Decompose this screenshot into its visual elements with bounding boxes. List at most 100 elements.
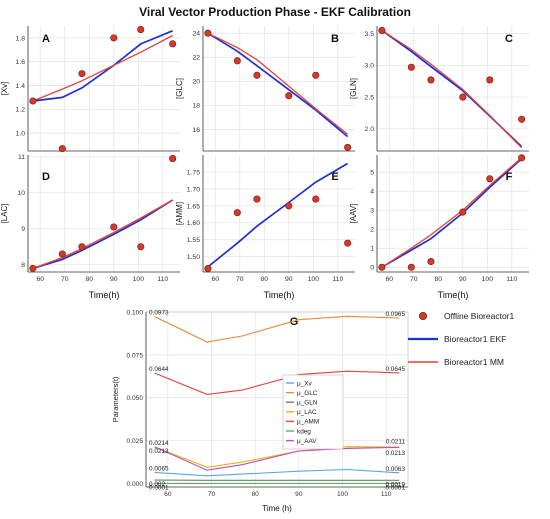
y-tick-label: 0.025 xyxy=(126,438,143,445)
y-tick-label: 0.000 xyxy=(126,481,143,488)
series-end-value: 0.0211 xyxy=(386,438,406,445)
offline-data-point xyxy=(459,93,467,101)
y-tick-label: 18 xyxy=(192,103,200,110)
offline-data-point xyxy=(233,57,241,65)
x-tick-label: 100 xyxy=(337,491,348,498)
x-tick-label: 90 xyxy=(285,276,293,283)
inner-legend-label: μ_GLC xyxy=(297,390,318,397)
y-tick-label: 0.100 xyxy=(126,309,143,316)
plot-area xyxy=(28,155,180,272)
offline-data-point xyxy=(253,71,261,79)
panel-label: A xyxy=(42,33,50,45)
y-axis-label: [Xv] xyxy=(0,82,9,96)
series-end-value: 0.0019 xyxy=(385,481,405,488)
y-tick-label: 2.5 xyxy=(365,94,375,101)
series-end-value: 0.0063 xyxy=(385,466,405,473)
y-axis-label: [GLC] xyxy=(175,78,184,99)
x-tick-label: 80 xyxy=(251,491,259,498)
offline-data-point xyxy=(486,76,494,84)
series-start-value: 0.0065 xyxy=(149,465,169,472)
x-tick-label: 90 xyxy=(459,276,467,283)
x-tick-label: 80 xyxy=(261,276,269,283)
series-line--aav xyxy=(154,446,400,471)
x-tick-label: 60 xyxy=(164,491,172,498)
x-axis-label: Time(h) xyxy=(438,290,469,300)
offline-data-point xyxy=(29,264,37,272)
series-line--xv xyxy=(154,468,400,477)
x-tick-label: 70 xyxy=(410,276,418,283)
y-tick-label: 1.4 xyxy=(16,83,26,90)
x-tick-label: 60 xyxy=(385,276,393,283)
offline-data-point xyxy=(110,223,118,231)
inner-legend-label: kdeg xyxy=(297,428,311,435)
x-tick-label: 90 xyxy=(295,491,303,498)
series-line-bioreactor1-ekf xyxy=(32,30,173,102)
plot-area xyxy=(146,312,408,487)
legend-mm-label: Bioreactor1 MM xyxy=(444,357,504,367)
series-line-bioreactor1-ekf xyxy=(32,199,174,270)
x-axis-label: Time(h) xyxy=(264,290,295,300)
y-tick-label: 22 xyxy=(192,55,200,62)
y-axis-label: [AMM] xyxy=(175,202,184,225)
x-tick-label: 90 xyxy=(110,276,118,283)
y-tick-label: 5 xyxy=(370,170,374,177)
x-tick-label: 100 xyxy=(308,276,320,283)
x-tick-label: 110 xyxy=(332,276,343,283)
x-tick-label: 70 xyxy=(208,491,216,498)
series-start-value: 0.002 xyxy=(149,481,165,488)
series-end-value: 0.0965 xyxy=(385,311,405,318)
offline-data-point xyxy=(169,40,177,48)
offline-data-point xyxy=(253,195,261,203)
offline-data-point xyxy=(427,76,435,84)
series-start-value: 0.0214 xyxy=(149,440,169,447)
panel-label: G xyxy=(290,316,299,328)
offline-data-point xyxy=(378,26,386,34)
y-tick-label: 8 xyxy=(21,262,25,269)
offline-data-point xyxy=(407,263,415,271)
y-tick-label: 3 xyxy=(370,208,374,215)
y-tick-label: 1.60 xyxy=(187,220,200,227)
offline-data-point xyxy=(204,29,212,37)
y-tick-label: 0 xyxy=(370,265,374,272)
offline-data-point xyxy=(137,243,145,251)
chart-panel-g: 60 70 80 90 100 110 0.000 0.025 0.050 0.075 0.100 P… xyxy=(111,309,409,513)
x-axis-label: Time (h) xyxy=(262,504,292,513)
offline-data-point xyxy=(518,154,526,162)
series-start-value: 0.0644 xyxy=(149,366,169,373)
x-tick-label: 110 xyxy=(381,491,392,498)
inner-legend-label: μ_Xv xyxy=(297,380,312,387)
series-start-value: 0.0001 xyxy=(149,484,169,491)
series-line-bioreactor1-mm xyxy=(207,32,349,135)
x-tick-label: 80 xyxy=(86,276,94,283)
y-axis-label: Parameters(t) xyxy=(111,376,120,422)
chart-panel-f: 60 70 80 90 100 110 0 1 2 3 4 5 [AAV] Time(h) F xyxy=(349,154,529,300)
offline-data-point xyxy=(285,202,293,210)
series-end-value: 0.0001 xyxy=(385,484,405,491)
offline-data-point xyxy=(78,243,86,251)
x-tick-label: 60 xyxy=(211,276,219,283)
offline-data-point xyxy=(459,208,467,216)
y-tick-label: 1.2 xyxy=(16,107,26,114)
x-tick-label: 80 xyxy=(435,276,443,283)
offline-data-point xyxy=(486,175,494,183)
y-tick-label: 1.70 xyxy=(187,186,200,193)
series-line-bioreactor1-mm xyxy=(381,29,523,149)
y-tick-label: 1.8 xyxy=(16,35,26,42)
y-tick-label: 1.55 xyxy=(187,237,200,244)
offline-data-point xyxy=(344,239,352,247)
offline-data-point xyxy=(312,71,320,79)
legend-ekf-label: Bioreactor1 EKF xyxy=(444,334,506,344)
chart-panel-c: 607080901001102.02.53.03.5[GLN]C xyxy=(349,26,529,162)
legend-offline-label: Offline Bioreactor1 xyxy=(444,311,515,321)
inner-legend-label: μ_AAV xyxy=(297,438,317,445)
y-tick-label: 1 xyxy=(370,246,374,253)
plot-area xyxy=(28,26,180,151)
y-tick-label: 3.0 xyxy=(365,63,375,70)
y-tick-label: 20 xyxy=(192,79,200,86)
y-tick-label: 1.50 xyxy=(187,254,200,261)
panel-label: B xyxy=(331,33,339,45)
offline-data-point xyxy=(58,250,66,258)
series-start-value: 0.0213 xyxy=(149,448,169,455)
